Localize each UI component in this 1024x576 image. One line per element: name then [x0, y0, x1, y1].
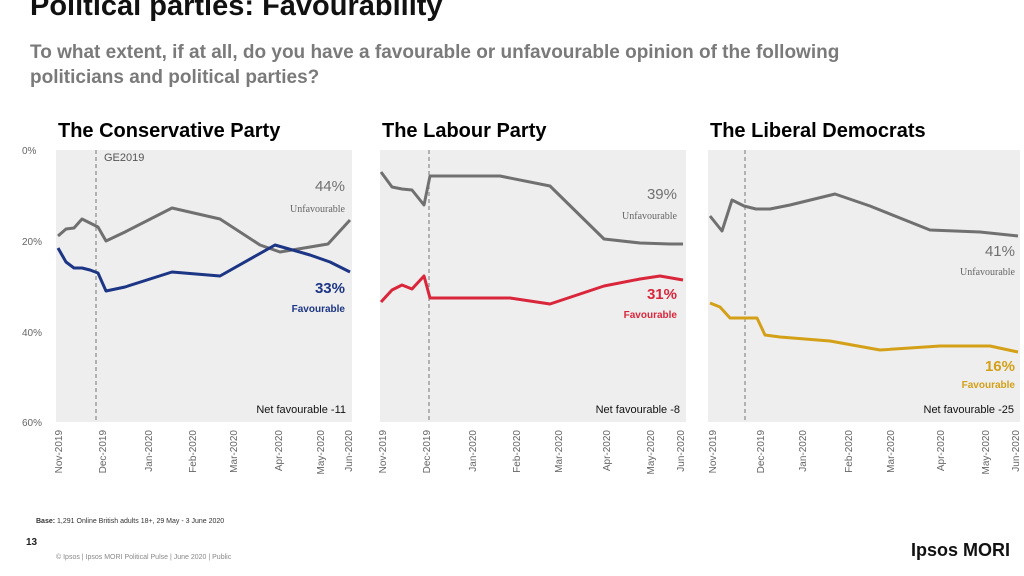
panel-background — [56, 150, 352, 422]
x-tick-label: Apr-2020 — [274, 430, 285, 472]
net-favourable-label: Net favourable -11 — [256, 404, 346, 416]
x-tick-label: Nov-2019 — [708, 430, 719, 474]
x-tick-label: Apr-2020 — [936, 430, 947, 472]
x-tick-label: Nov-2019 — [378, 430, 389, 474]
net-favourable-label: Net favourable -8 — [596, 404, 680, 416]
base-text: 1,291 Online British adults 18+, 29 May … — [57, 518, 225, 525]
x-tick-label: Mar-2020 — [886, 430, 897, 473]
panel-title-libdem: The Liberal Democrats — [710, 120, 926, 142]
favourable-value-label: 16% — [985, 358, 1015, 375]
favourable-line — [379, 274, 684, 306]
x-tick-label: Jan-2020 — [468, 430, 479, 472]
favourable-series-label: Favourable — [292, 304, 346, 315]
x-tick-label: Feb-2020 — [844, 430, 855, 473]
net-favourable-label: Net favourable -25 — [924, 404, 1015, 416]
y-tick-label: 60% — [22, 418, 42, 429]
unfavourable-line — [57, 206, 352, 254]
x-tick-label: Mar-2020 — [229, 430, 240, 473]
panel-title-conservative: The Conservative Party — [58, 120, 281, 142]
base-note: Base: 1,291 Online British adults 18+, 2… — [36, 518, 224, 525]
y-tick-label: 40% — [22, 328, 42, 339]
panel-background — [380, 150, 686, 422]
x-tick-label: Dec-2019 — [98, 430, 109, 474]
x-tick-label: Jan-2020 — [144, 430, 155, 472]
x-tick-label: Jun-2020 — [1011, 430, 1022, 472]
x-tick-label: Dec-2019 — [756, 430, 767, 474]
x-tick-label: Mar-2020 — [554, 430, 565, 473]
x-tick-label: May-2020 — [981, 430, 992, 475]
x-tick-label: Nov-2019 — [54, 430, 65, 474]
favourable-line — [56, 243, 351, 293]
favourable-value-label: 31% — [647, 286, 677, 303]
x-tick-label: May-2020 — [316, 430, 327, 475]
ge2019-label: GE2019 — [104, 152, 144, 164]
favourable-series-label: Favourable — [962, 380, 1016, 391]
x-tick-label: Jan-2020 — [798, 430, 809, 472]
page-subtitle: To what extent, if at all, do you have a… — [30, 42, 840, 88]
unfavourable-series-label: Unfavourable — [960, 267, 1016, 278]
base-label: Base: — [36, 518, 56, 525]
unfavourable-line — [708, 192, 1019, 238]
unfavourable-value-label: 39% — [647, 186, 677, 203]
favourable-series-label: Favourable — [624, 310, 678, 321]
favourable-value-label: 33% — [315, 280, 345, 297]
unfavourable-line — [379, 171, 683, 246]
favourable-line — [709, 301, 1019, 354]
unfavourable-value-label: 44% — [315, 178, 345, 195]
page-title: Political parties: Favourability — [30, 0, 443, 22]
page-number: 13 — [26, 537, 38, 548]
y-tick-label: 0% — [22, 146, 37, 157]
unfavourable-value-label: 41% — [985, 243, 1015, 260]
x-tick-label: May-2020 — [646, 430, 657, 475]
x-tick-label: Dec-2019 — [422, 430, 433, 474]
y-tick-label: 20% — [22, 237, 42, 248]
unfavourable-series-label: Unfavourable — [622, 211, 678, 222]
x-tick-label: Apr-2020 — [602, 430, 613, 472]
x-tick-label: Feb-2020 — [512, 430, 523, 473]
unfavourable-series-label: Unfavourable — [290, 204, 346, 215]
x-tick-label: Jun-2020 — [344, 430, 355, 472]
panel-title-labour: The Labour Party — [382, 120, 547, 142]
x-tick-label: Jun-2020 — [676, 430, 687, 472]
footer-text: © Ipsos | Ipsos MORI Political Pulse | J… — [56, 554, 232, 561]
x-tick-label: Feb-2020 — [188, 430, 199, 473]
brand-logo: Ipsos MORI — [910, 540, 1010, 560]
panel-background — [708, 150, 1020, 422]
